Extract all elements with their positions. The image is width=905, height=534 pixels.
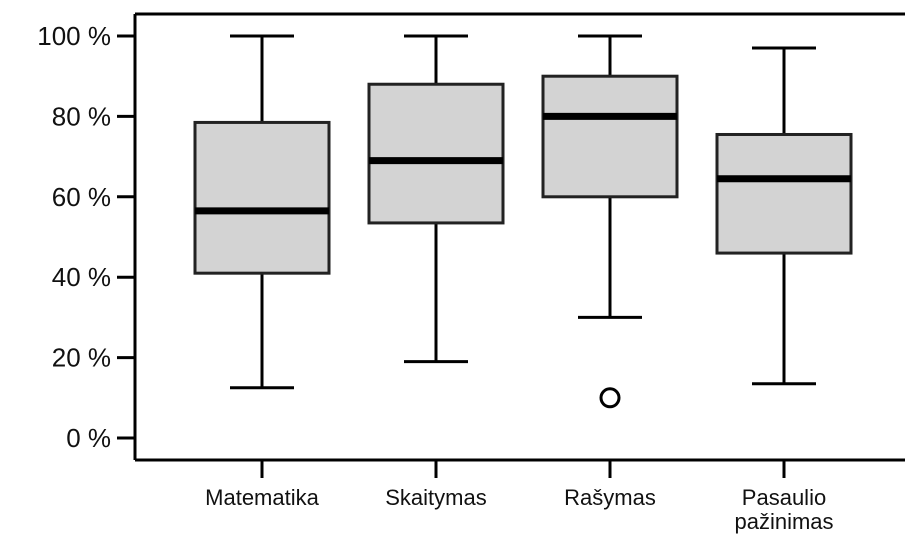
x-tick-label: pažinimas bbox=[734, 509, 833, 534]
x-tick-label: Matematika bbox=[205, 485, 319, 510]
y-tick-label: 20 % bbox=[52, 343, 111, 373]
y-tick-label: 0 % bbox=[66, 423, 111, 453]
x-tick-label: Skaitymas bbox=[385, 485, 486, 510]
x-tick-label: Pasaulio bbox=[742, 485, 826, 510]
box-1 bbox=[193, 34, 331, 390]
iqr-box bbox=[541, 74, 679, 199]
x-axis: Matematika Skaitymas Rašymas Pasauliopažini… bbox=[205, 460, 834, 534]
y-tick-label: 40 % bbox=[52, 262, 111, 292]
y-tick-label: 80 % bbox=[52, 101, 111, 131]
box-3 bbox=[541, 34, 679, 409]
y-tick-label: 60 % bbox=[52, 182, 111, 212]
iqr-box bbox=[715, 132, 853, 255]
box-4 bbox=[715, 46, 853, 386]
iqr-box bbox=[193, 120, 331, 275]
y-tick-label: 100 % bbox=[37, 21, 111, 51]
outlier-point bbox=[599, 387, 621, 409]
box-2 bbox=[367, 34, 505, 364]
y-axis: 0 % 20 % 40 % 60 % 80 % 100 % bbox=[37, 21, 135, 453]
x-tick-label: Rašymas bbox=[564, 485, 656, 510]
boxes bbox=[193, 34, 853, 409]
iqr-box bbox=[367, 82, 505, 225]
